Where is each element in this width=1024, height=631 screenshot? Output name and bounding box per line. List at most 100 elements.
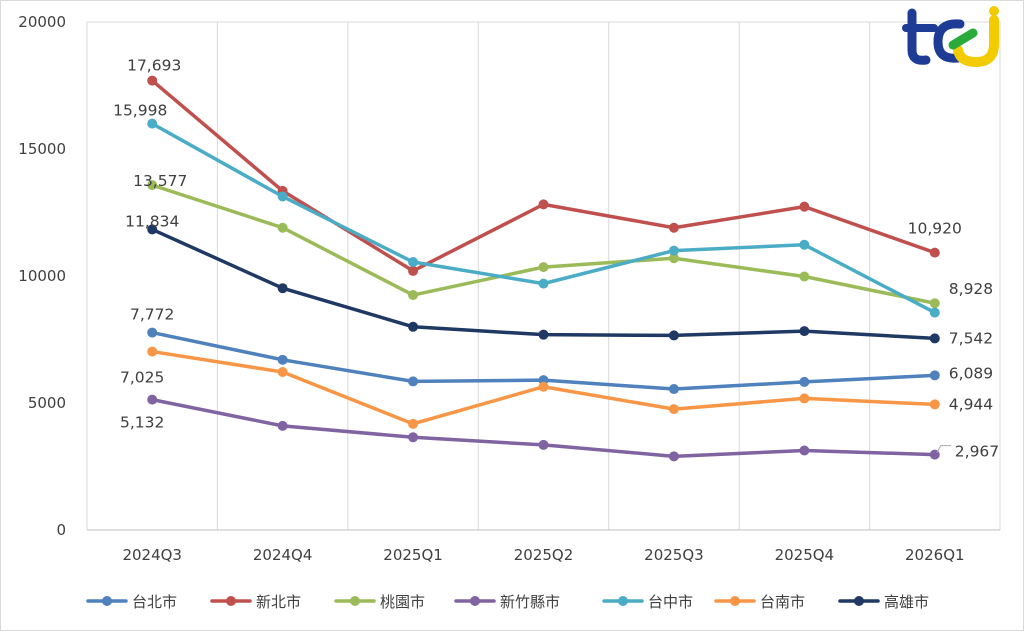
series-3 — [147, 180, 940, 309]
series-2 — [147, 75, 940, 276]
y-tick-label: 15000 — [18, 140, 66, 158]
legend-marker — [470, 596, 480, 606]
logo-dot — [989, 6, 999, 16]
legend-marker — [730, 596, 740, 606]
data-point — [147, 394, 158, 405]
x-axis-tick-labels: 2024Q3 2024Q4 2025Q1 2025Q2 2025Q3 2025Q4 2026… — [122, 546, 964, 564]
series-6 — [147, 346, 940, 429]
series-4 — [147, 394, 940, 462]
x-tick-label: 2025Q2 — [514, 546, 574, 564]
series-lines — [147, 75, 940, 462]
data-point — [277, 283, 288, 294]
data-label: 8,928 — [949, 280, 993, 298]
data-point — [799, 201, 810, 212]
legend-item-6: 台南市 — [714, 593, 805, 611]
data-point — [538, 278, 549, 289]
data-point — [538, 439, 549, 450]
x-tick-label: 2025Q1 — [383, 546, 443, 564]
data-point — [538, 262, 549, 273]
data-point — [799, 326, 810, 337]
data-point — [408, 376, 419, 387]
data-point — [147, 346, 158, 357]
data-point — [929, 399, 940, 410]
legend-marker — [350, 596, 360, 606]
legend-label: 台北市 — [132, 593, 177, 611]
data-label: 7,025 — [120, 369, 164, 387]
legend-item-5: 台中市 — [602, 593, 693, 611]
legend-label: 新竹縣市 — [500, 593, 560, 611]
legend-marker — [854, 596, 864, 606]
data-point — [538, 199, 549, 210]
data-label: 7,772 — [130, 306, 174, 324]
data-point — [408, 321, 419, 332]
legend-label: 桃園市 — [380, 593, 425, 611]
data-label: 11,834 — [125, 212, 179, 230]
data-point — [799, 393, 810, 404]
x-tick-label: 2026Q1 — [905, 546, 965, 564]
data-point — [277, 367, 288, 378]
logo-letter-t — [907, 8, 931, 65]
x-tick-label: 2025Q3 — [644, 546, 704, 564]
data-point — [929, 307, 940, 318]
axes — [87, 21, 1000, 531]
y-tick-label: 20000 — [18, 13, 66, 31]
logo-letter-j — [953, 15, 999, 68]
data-point — [668, 245, 679, 256]
data-labels: 7,772 6,089 17,693 10,920 13,577 8,928 5,132 2,… — [113, 57, 999, 461]
data-label: 2,967 — [955, 443, 999, 461]
legend-marker — [226, 596, 236, 606]
legend: 台北市 新北市 桃園市 新竹縣市 台中市 台南市 高雄市 — [86, 593, 929, 611]
legend-label: 台南市 — [760, 593, 805, 611]
data-point — [538, 329, 549, 340]
x-tick-label: 2024Q4 — [253, 546, 313, 564]
data-label: 7,542 — [949, 329, 993, 347]
data-point — [147, 224, 158, 235]
data-point — [929, 247, 940, 258]
data-point — [408, 432, 419, 443]
data-point — [799, 445, 810, 456]
brand-logo — [902, 6, 999, 68]
data-point — [147, 118, 158, 129]
data-point — [147, 327, 158, 338]
series-line — [150, 78, 937, 273]
series-5 — [147, 118, 940, 318]
logo-green-swoosh — [948, 28, 978, 50]
data-point — [929, 333, 940, 344]
data-point — [277, 191, 288, 202]
data-label: 13,577 — [133, 172, 187, 190]
data-point — [668, 451, 679, 462]
data-label-leader-line — [936, 445, 951, 453]
x-tick-label: 2024Q3 — [122, 546, 182, 564]
legend-item-2: 新北市 — [210, 593, 301, 611]
data-label: 17,693 — [127, 57, 181, 75]
legend-marker — [102, 596, 112, 606]
data-label: 15,998 — [113, 102, 167, 120]
data-point — [408, 265, 419, 276]
vertical-gridlines — [86, 22, 1001, 530]
data-point — [277, 222, 288, 233]
data-point — [799, 271, 810, 282]
legend-label: 新北市 — [256, 593, 301, 611]
data-point — [668, 404, 679, 415]
data-point — [277, 354, 288, 365]
y-tick-label: 5000 — [28, 394, 66, 412]
legend-label: 高雄市 — [884, 593, 929, 611]
data-label: 6,089 — [949, 364, 993, 382]
y-axis-tick-labels: 0 5000 10000 15000 20000 — [18, 13, 66, 539]
data-point — [668, 253, 679, 264]
legend-item-4: 新竹縣市 — [454, 593, 560, 611]
data-label: 5,132 — [120, 414, 164, 432]
data-point — [668, 222, 679, 233]
data-point — [668, 384, 679, 395]
data-point — [929, 449, 940, 460]
data-point — [147, 75, 158, 86]
data-point — [277, 420, 288, 431]
legend-item-3: 桃園市 — [334, 593, 425, 611]
data-label: 10,920 — [908, 220, 962, 238]
data-point — [799, 239, 810, 250]
data-point — [668, 330, 679, 341]
legend-label: 台中市 — [648, 593, 693, 611]
series-7 — [147, 224, 940, 344]
